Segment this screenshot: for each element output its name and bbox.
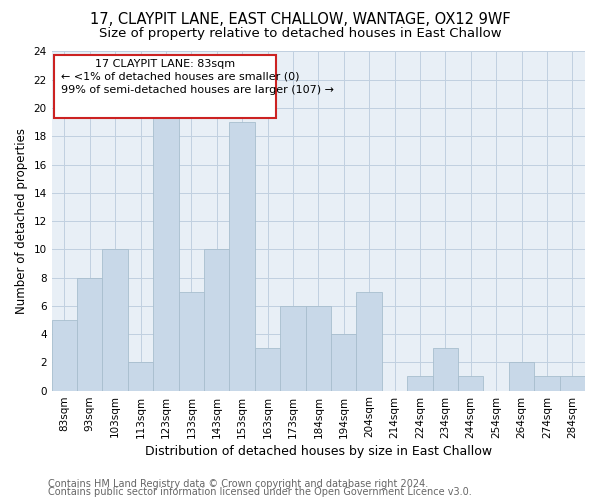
Bar (407, 376, 433, 390)
Bar (229, 122, 255, 390)
Bar (509, 362, 534, 390)
Y-axis label: Number of detached properties: Number of detached properties (15, 128, 28, 314)
Bar (77, 278, 103, 390)
Text: 17, CLAYPIT LANE, EAST CHALLOW, WANTAGE, OX12 9WF: 17, CLAYPIT LANE, EAST CHALLOW, WANTAGE,… (89, 12, 511, 28)
Bar (153, 108, 179, 391)
Bar (433, 348, 458, 391)
Text: 99% of semi-detached houses are larger (107) →: 99% of semi-detached houses are larger (… (61, 84, 334, 94)
Text: Contains public sector information licensed under the Open Government Licence v3: Contains public sector information licen… (48, 487, 472, 497)
Bar (305, 306, 331, 390)
Bar (356, 292, 382, 390)
Text: 17 CLAYPIT LANE: 83sqm: 17 CLAYPIT LANE: 83sqm (95, 59, 235, 69)
Bar (204, 250, 229, 390)
Bar (128, 362, 153, 390)
Bar (179, 292, 204, 390)
Bar (255, 348, 280, 391)
FancyBboxPatch shape (55, 55, 275, 118)
X-axis label: Distribution of detached houses by size in East Challow: Distribution of detached houses by size … (145, 444, 492, 458)
Bar (560, 376, 585, 390)
Text: ← <1% of detached houses are smaller (0): ← <1% of detached houses are smaller (0) (61, 72, 300, 82)
Bar (52, 320, 77, 390)
Bar (103, 250, 128, 390)
Bar (331, 334, 356, 390)
Bar (534, 376, 560, 390)
Text: Contains HM Land Registry data © Crown copyright and database right 2024.: Contains HM Land Registry data © Crown c… (48, 479, 428, 489)
Bar (458, 376, 484, 390)
Text: Size of property relative to detached houses in East Challow: Size of property relative to detached ho… (98, 28, 502, 40)
Bar (280, 306, 305, 390)
